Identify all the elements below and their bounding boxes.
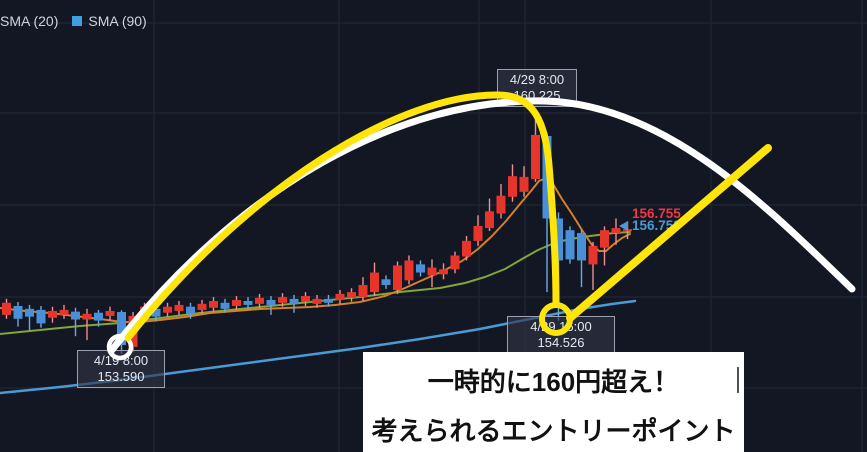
- caption-line-1: 一時的に160円超え！: [427, 367, 680, 397]
- tooltip-peak-time: 4/29 8:00: [509, 72, 565, 87]
- caption-banner: 一時的に160円超え！ 考えられるエントリーポイントは？: [363, 352, 744, 452]
- indicator-legend: SMA (20) SMA (90): [0, 13, 161, 29]
- tooltip-low: 4/29 16:00 154.526: [507, 316, 615, 354]
- tooltip-low-price: 154.526: [537, 335, 585, 350]
- tooltip-start: 4/19 8:00 153.590: [77, 350, 165, 388]
- legend-item-sma90[interactable]: SMA (90): [72, 13, 147, 29]
- caption-line-2: 考えられるエントリーポイントは？: [371, 416, 736, 446]
- current-price-label-blue: 156.753: [632, 218, 681, 233]
- legend-item-sma20[interactable]: SMA (20): [0, 13, 58, 29]
- text-cursor: [737, 367, 739, 393]
- tooltip-start-price: 153.590: [97, 369, 145, 384]
- sma90-label: SMA (90): [88, 13, 147, 29]
- current-price-labels: 156.755 156.753: [619, 207, 681, 233]
- sma20-label: SMA (20): [0, 13, 59, 29]
- sma90-swatch: [72, 16, 83, 26]
- tooltip-peak-price: 160.225: [513, 88, 561, 103]
- tooltip-start-time: 4/19 8:00: [93, 353, 149, 368]
- tooltip-low-time: 4/29 16:00: [530, 319, 592, 334]
- tooltip-peak: 4/29 8:00 160.225: [497, 69, 577, 107]
- left-arrow-icon: [619, 220, 628, 231]
